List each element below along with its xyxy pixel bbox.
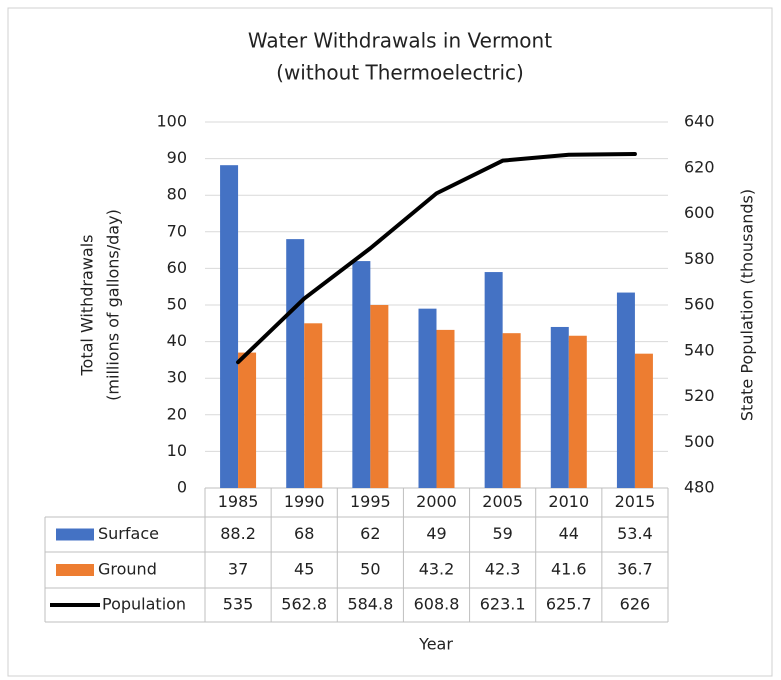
bar (634, 353, 653, 488)
chart-title: Water Withdrawals in Vermont (248, 29, 552, 53)
table-cell: 68 (294, 524, 314, 543)
x-tick-label: 2000 (416, 492, 457, 511)
y-tick-label: 20 (167, 404, 187, 423)
y2-tick-label: 480 (684, 478, 715, 497)
table-cell: 44 (559, 524, 579, 543)
table-cell: 36.7 (617, 560, 653, 579)
x-tick-label: 1985 (218, 492, 259, 511)
table-cell: 562.8 (281, 595, 327, 614)
x-tick-label: 2010 (548, 492, 589, 511)
y-tick-label: 100 (156, 112, 187, 131)
bar (286, 239, 305, 488)
y2-tick-label: 540 (684, 340, 715, 359)
y-tick-label: 60 (167, 258, 187, 277)
legend-key (56, 564, 94, 576)
bar (550, 326, 569, 488)
table-cell: 43.2 (419, 560, 455, 579)
x-tick-label: 2005 (482, 492, 523, 511)
table-cell: 88.2 (220, 524, 256, 543)
bar (304, 323, 323, 488)
y2-tick-label: 500 (684, 432, 715, 451)
legend-label: Ground (98, 560, 157, 579)
x-tick-label: 1995 (350, 492, 391, 511)
legend-label: Population (102, 595, 186, 614)
table-cell: 608.8 (414, 595, 460, 614)
table-cell: 59 (492, 524, 512, 543)
table-cell: 37 (228, 560, 248, 579)
y-axis-label: (millions of gallons/day) (104, 209, 123, 401)
x-tick-label: 2015 (615, 492, 656, 511)
x-tick-label: 1990 (284, 492, 325, 511)
table-cell: 50 (360, 560, 380, 579)
y-tick-label: 0 (177, 478, 187, 497)
y-tick-label: 30 (167, 368, 187, 387)
bar (418, 308, 437, 488)
y-tick-label: 80 (167, 185, 187, 204)
line (236, 152, 637, 365)
table-cell: 53.4 (617, 524, 653, 543)
y-tick-label: 40 (167, 331, 187, 350)
y2-tick-label: 620 (684, 157, 715, 176)
y-tick-label: 10 (167, 441, 187, 460)
table-cell: 45 (294, 560, 314, 579)
y-tick-label: 70 (167, 221, 187, 240)
bar (436, 329, 455, 488)
table-cell: 623.1 (480, 595, 526, 614)
y2-tick-label: 600 (684, 203, 715, 222)
y2-tick-label: 520 (684, 386, 715, 405)
table-cell: 584.8 (347, 595, 393, 614)
bar (238, 352, 257, 488)
bar (220, 165, 239, 489)
y2-axis-label: State Population (thousands) (738, 189, 757, 421)
bar (616, 292, 635, 488)
legend-key (56, 528, 94, 541)
table-cell: 41.6 (551, 560, 587, 579)
y-tick-label: 50 (167, 295, 187, 314)
bar (370, 305, 389, 488)
y2-tick-label: 640 (684, 112, 715, 131)
bar (352, 261, 371, 488)
table-cell: 49 (426, 524, 446, 543)
table-cell: 625.7 (546, 595, 592, 614)
chart-subtitle: (without Thermoelectric) (276, 61, 524, 85)
legend-label: Surface (98, 524, 159, 543)
bar (502, 333, 521, 488)
table-cell: 42.3 (485, 560, 521, 579)
bar (484, 272, 503, 488)
table-cell: 626 (620, 595, 651, 614)
table-cell: 62 (360, 524, 380, 543)
y-axis-label: Total Withdrawals (78, 235, 97, 377)
y2-tick-label: 560 (684, 295, 715, 314)
y-tick-label: 90 (167, 148, 187, 167)
bar (568, 335, 587, 488)
y2-tick-label: 580 (684, 249, 715, 268)
x-axis-label: Year (418, 635, 453, 654)
table-cell: 535 (223, 595, 254, 614)
